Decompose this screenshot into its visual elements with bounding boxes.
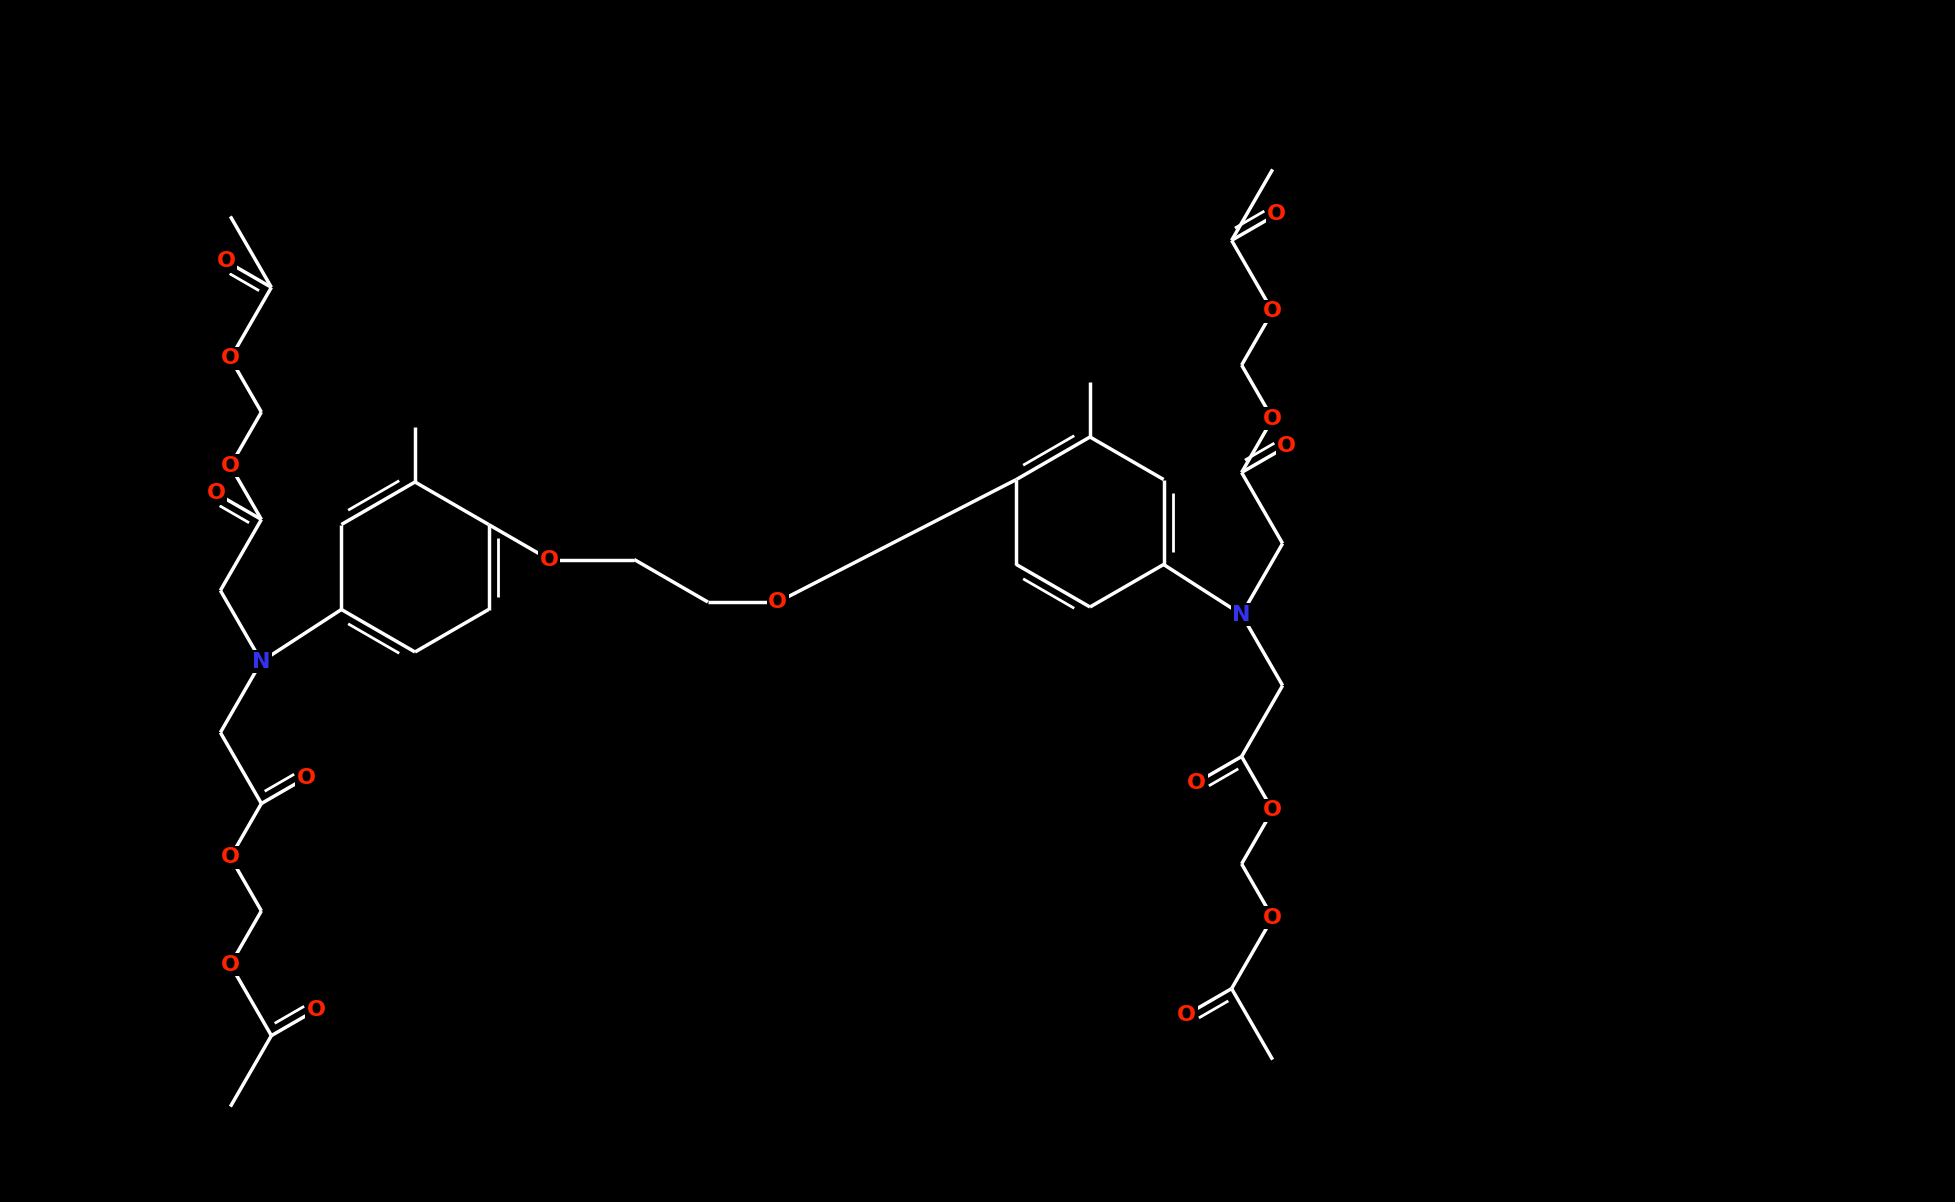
Text: O: O [221, 847, 240, 867]
Text: O: O [768, 593, 788, 612]
Text: O: O [1277, 436, 1296, 457]
Text: O: O [221, 954, 240, 975]
Text: N: N [252, 651, 270, 672]
Text: O: O [1267, 204, 1286, 225]
Text: O: O [1177, 1005, 1196, 1024]
Text: O: O [221, 456, 240, 476]
Text: O: O [207, 483, 227, 504]
Text: O: O [297, 768, 317, 787]
Text: N: N [1232, 605, 1251, 625]
Text: O: O [1187, 773, 1206, 792]
Text: O: O [1263, 908, 1282, 928]
Text: O: O [1263, 409, 1282, 429]
Text: O: O [1263, 302, 1282, 321]
Text: O: O [540, 549, 559, 570]
Text: O: O [217, 251, 237, 272]
Text: O: O [221, 349, 240, 368]
Text: O: O [1263, 801, 1282, 820]
Text: O: O [307, 1000, 326, 1019]
